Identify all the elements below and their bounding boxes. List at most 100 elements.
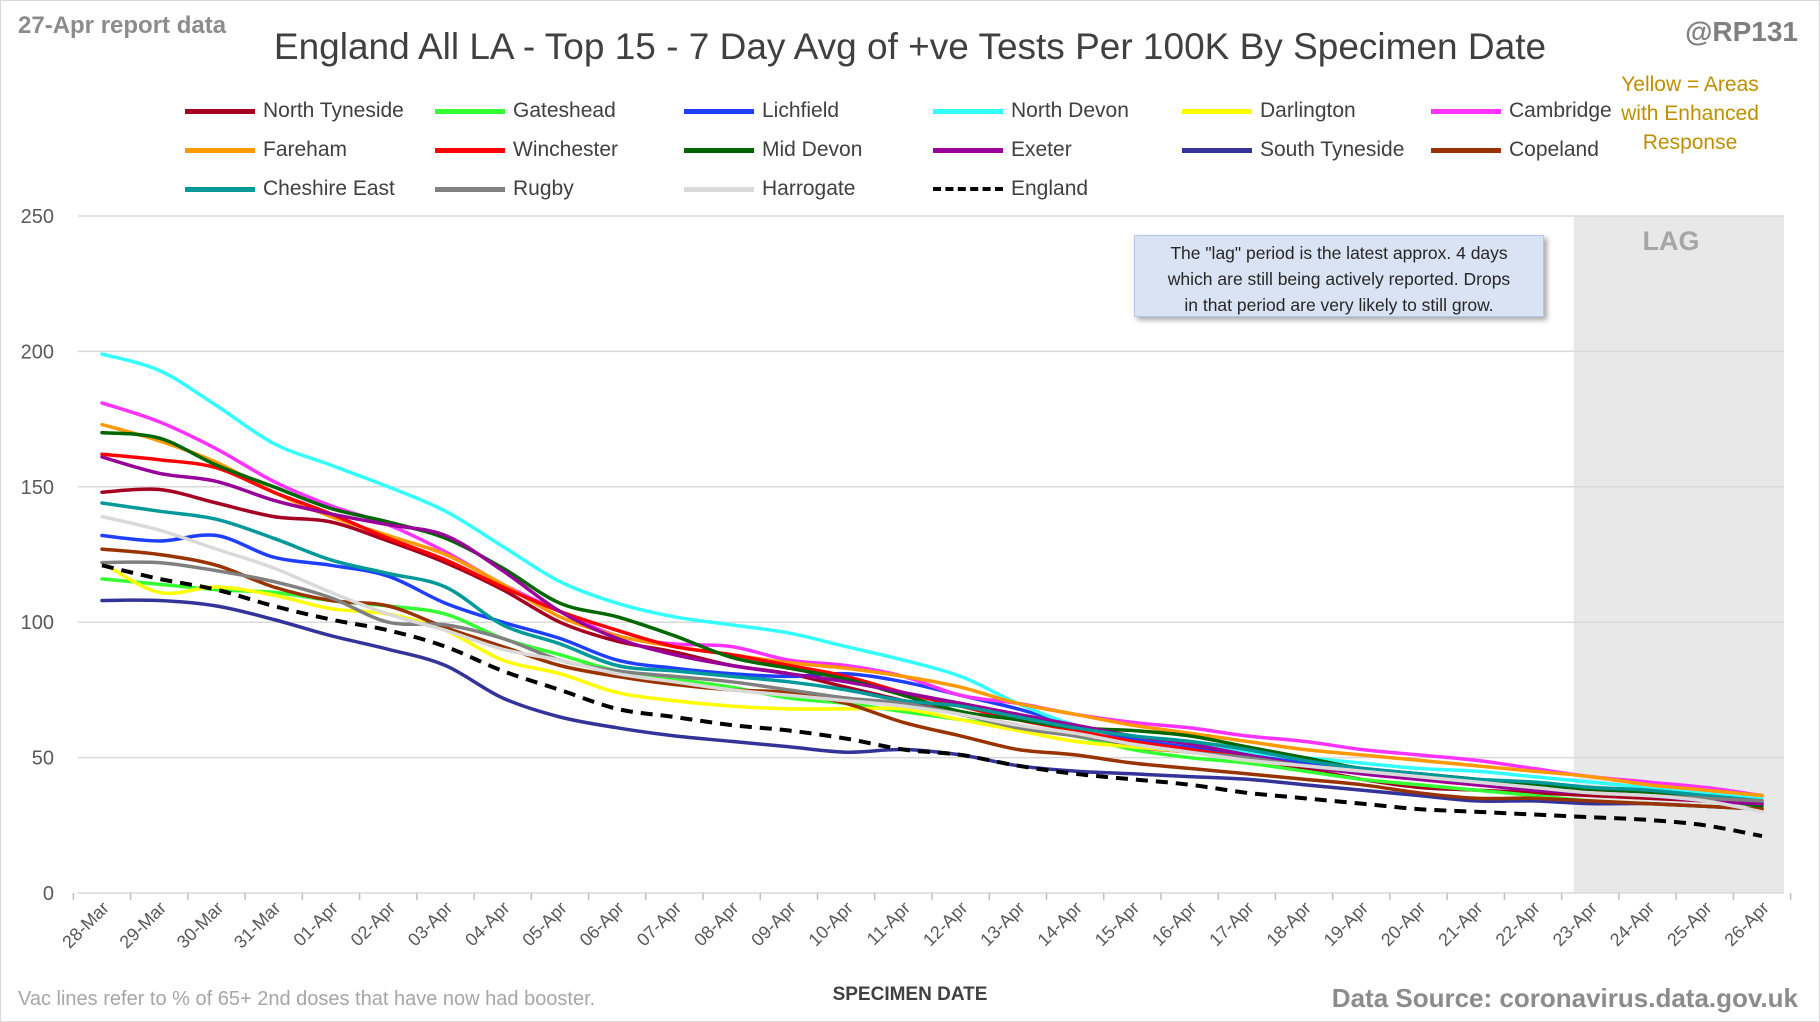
legend-label: Fareham	[263, 138, 348, 161]
legend-label: North Tyneside	[263, 99, 404, 122]
report-date-label: 27-Apr report data	[18, 12, 227, 39]
x-tick-label: 19-Apr	[1320, 898, 1372, 950]
legend-label: Rugby	[513, 177, 574, 200]
legend-label: South Tyneside	[1260, 138, 1405, 161]
legend-swatch	[684, 186, 754, 192]
legend-swatch	[1431, 108, 1501, 114]
x-tick-label: 13-Apr	[976, 898, 1028, 950]
x-tick-label: 12-Apr	[919, 898, 971, 950]
legend-item: North Tyneside	[185, 96, 404, 126]
enhanced-response-note: Yellow = Areas with Enhanced Response	[1600, 70, 1780, 157]
lag-explanation-box: The "lag" period is the latest approx. 4…	[1134, 235, 1544, 317]
legend-swatch	[933, 147, 1003, 153]
x-tick-label: 17-Apr	[1205, 898, 1257, 950]
y-tick-label: 150	[21, 477, 54, 499]
legend-label: North Devon	[1011, 99, 1129, 122]
x-tick-label: 07-Apr	[633, 898, 685, 950]
x-tick-label: 18-Apr	[1263, 898, 1315, 950]
x-tick-label: 28-Mar	[58, 898, 112, 952]
enhanced-note-line-2: with Enhanced	[1621, 102, 1759, 125]
x-tick-label: 30-Mar	[173, 898, 227, 952]
lag-note-line-2: which are still being actively reported.…	[1167, 269, 1511, 289]
series-line-exeter	[100, 455, 1764, 806]
legend-swatch	[933, 187, 1003, 191]
series-line-north-tyneside	[100, 487, 1764, 806]
x-tick-label: 20-Apr	[1377, 898, 1429, 950]
axes-layer: 28-Mar 29-Mar 30-Mar 31-Mar 01-Apr 02-Apr 03-A…	[58, 893, 1792, 952]
legend-label: Cambridge	[1509, 99, 1612, 122]
legend-label: Lichfield	[762, 99, 840, 122]
series-line-harrogate	[100, 514, 1764, 814]
legend-swatch	[435, 147, 505, 153]
x-tick-label: 16-Apr	[1148, 898, 1200, 950]
x-tick-label: 22-Apr	[1492, 898, 1544, 950]
y-tick-label: 50	[32, 748, 54, 770]
lag-note-line-1: The "lag" period is the latest approx. 4…	[1170, 243, 1508, 263]
legend-item: England	[933, 174, 1088, 204]
legend-item: Exeter	[933, 135, 1072, 165]
legend-swatch	[933, 108, 1003, 114]
x-tick-label: 02-Apr	[347, 898, 399, 950]
legend-label: England	[1011, 177, 1089, 200]
y-tick-label: 200	[21, 341, 54, 363]
legend-item: Harrogate	[684, 174, 855, 204]
series-line-cheshire-east	[100, 501, 1764, 803]
legend-label: Harrogate	[762, 177, 856, 200]
chart-legend: North Tyneside Gateshead Lichfield North De…	[185, 96, 1625, 216]
x-tick-label: 21-Apr	[1434, 898, 1486, 950]
x-tick-label: 14-Apr	[1034, 898, 1086, 950]
legend-label: Darlington	[1260, 99, 1356, 122]
x-tick-label: 11-Apr	[863, 898, 914, 949]
legend-swatch	[1182, 108, 1252, 114]
series-layer	[100, 352, 1764, 839]
x-tick-label: 26-Apr	[1720, 898, 1772, 950]
legend-item: Winchester	[435, 135, 618, 165]
x-tick-label: 05-Apr	[518, 898, 570, 950]
gridlines-layer: 0 50 100 150 200 250	[21, 206, 1784, 905]
legend-item: North Devon	[933, 96, 1129, 126]
legend-item: Darlington	[1182, 96, 1356, 126]
legend-item: Cambridge	[1431, 96, 1612, 126]
legend-item: Cheshire East	[185, 174, 395, 204]
lag-label: LAG	[1643, 226, 1700, 256]
author-handle: @RP131	[1685, 16, 1798, 47]
series-line-north-devon	[100, 352, 1764, 800]
legend-swatch	[185, 147, 255, 153]
legend-swatch	[185, 108, 255, 114]
x-tick-label: 24-Apr	[1606, 898, 1658, 950]
legend-swatch	[435, 186, 505, 192]
legend-item: Mid Devon	[684, 135, 862, 165]
series-line-fareham	[100, 422, 1764, 798]
y-tick-label: 0	[43, 883, 54, 905]
x-tick-label: 01-Apr	[289, 898, 341, 950]
x-tick-label: 08-Apr	[690, 898, 742, 950]
series-line-winchester	[100, 452, 1764, 803]
x-tick-label: 15-Apr	[1091, 898, 1143, 950]
x-tick-label: 06-Apr	[576, 898, 628, 950]
lag-note-line-3: in that period are very likely to still …	[1184, 295, 1494, 315]
series-line-copeland	[100, 547, 1764, 811]
x-tick-label: 23-Apr	[1549, 898, 1601, 950]
legend-swatch	[684, 108, 754, 114]
x-tick-label: 09-Apr	[747, 898, 799, 950]
legend-label: Copeland	[1509, 138, 1599, 161]
x-tick-label: 10-Apr	[805, 898, 857, 950]
legend-label: Gateshead	[513, 99, 616, 122]
x-tick-label: 29-Mar	[116, 898, 170, 952]
legend-item: Gateshead	[435, 96, 616, 126]
x-tick-label: 31-Mar	[230, 898, 284, 952]
legend-label: Winchester	[513, 138, 619, 161]
legend-item: South Tyneside	[1182, 135, 1404, 165]
x-tick-label: 04-Apr	[461, 898, 513, 950]
legend-swatch	[684, 147, 754, 153]
legend-swatch	[1182, 147, 1252, 153]
vac-footnote: Vac lines refer to % of 65+ 2nd doses th…	[18, 988, 596, 1010]
chart-title: England All LA - Top 15 - 7 Day Avg of +…	[273, 26, 1547, 67]
legend-item: Fareham	[185, 135, 347, 165]
legend-label: Mid Devon	[762, 138, 863, 161]
x-tick-label: 25-Apr	[1663, 898, 1715, 950]
enhanced-note-line-1: Yellow = Areas	[1621, 73, 1759, 96]
legend-label: Cheshire East	[263, 177, 395, 200]
legend-item: Rugby	[435, 174, 574, 204]
